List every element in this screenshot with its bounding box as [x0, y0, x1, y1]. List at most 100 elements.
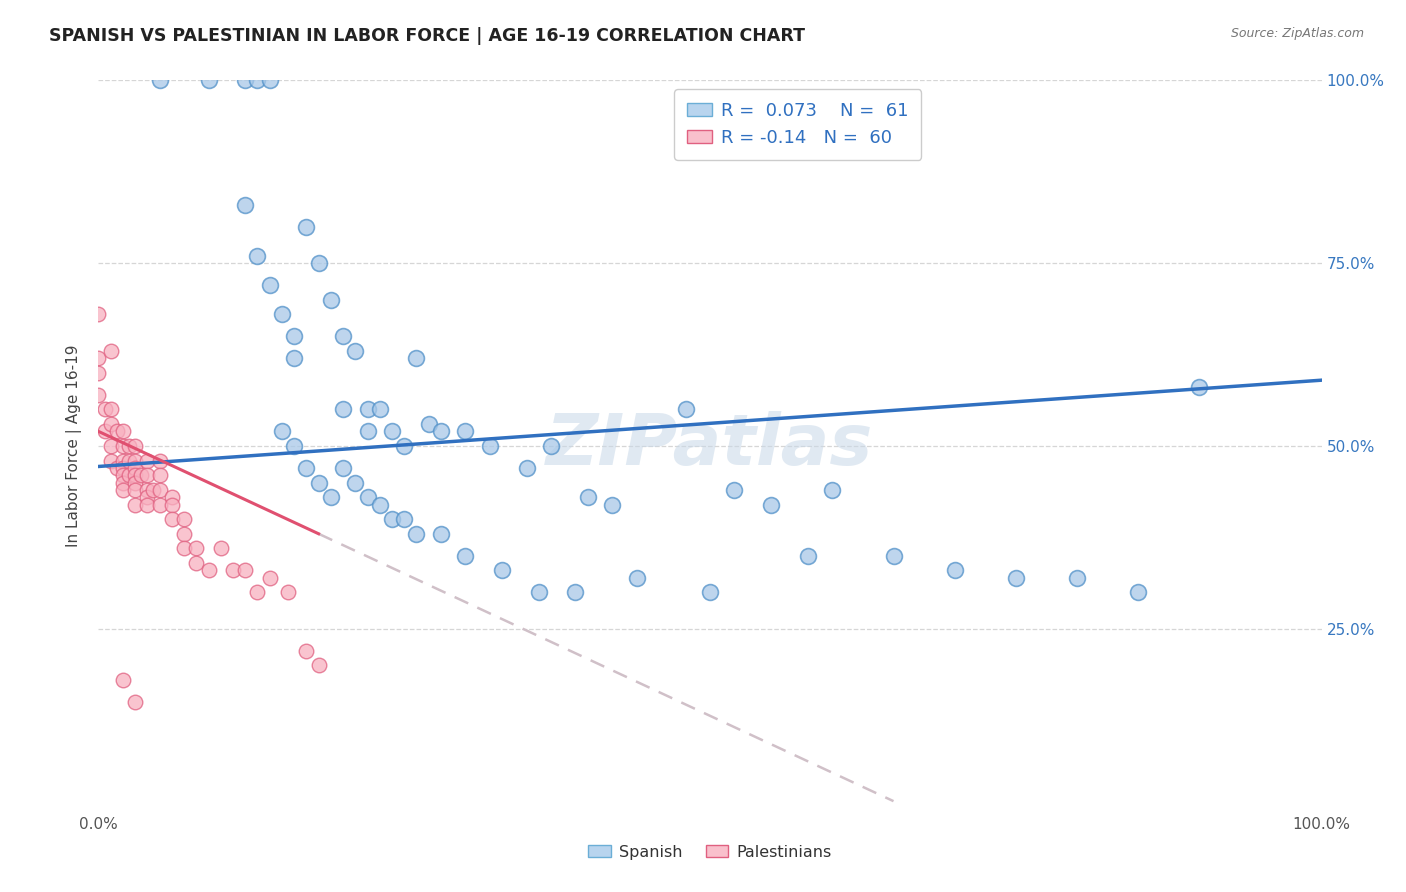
Point	[332, 461, 354, 475]
Point	[124, 475, 146, 490]
Point	[319, 490, 342, 504]
Point	[124, 453, 146, 467]
Point	[246, 73, 269, 87]
Point	[136, 483, 159, 497]
Point	[600, 498, 623, 512]
Point	[105, 461, 128, 475]
Point	[100, 453, 122, 467]
Point	[564, 585, 586, 599]
Point	[111, 461, 134, 475]
Text: SPANISH VS PALESTINIAN IN LABOR FORCE | AGE 16-19 CORRELATION CHART: SPANISH VS PALESTINIAN IN LABOR FORCE | …	[49, 27, 806, 45]
Point	[797, 549, 820, 563]
Point	[259, 73, 281, 87]
Point	[93, 425, 115, 439]
Point	[308, 658, 330, 673]
Point	[699, 585, 721, 599]
Point	[540, 439, 562, 453]
Point	[332, 402, 354, 417]
Point	[332, 329, 354, 343]
Point	[118, 439, 141, 453]
Point	[87, 388, 110, 402]
Point	[173, 541, 195, 556]
Point	[430, 526, 453, 541]
Point	[270, 425, 294, 439]
Point	[149, 73, 172, 87]
Point	[1066, 571, 1088, 585]
Point	[105, 425, 128, 439]
Point	[295, 219, 318, 234]
Point	[270, 307, 294, 321]
Point	[277, 585, 299, 599]
Point	[87, 366, 110, 380]
Point	[136, 453, 159, 467]
Point	[1188, 380, 1211, 394]
Y-axis label: In Labor Force | Age 16-19: In Labor Force | Age 16-19	[66, 344, 83, 548]
Point	[111, 468, 134, 483]
Point	[356, 425, 378, 439]
Point	[111, 475, 134, 490]
Point	[233, 197, 256, 211]
Point	[283, 329, 305, 343]
Point	[943, 563, 966, 577]
Point	[100, 402, 122, 417]
Point	[233, 563, 256, 577]
Point	[356, 402, 378, 417]
Point	[173, 526, 195, 541]
Point	[344, 475, 367, 490]
Point	[186, 556, 208, 570]
Point	[118, 453, 141, 467]
Point	[283, 439, 305, 453]
Point	[197, 563, 219, 577]
Point	[821, 483, 844, 497]
Point	[515, 461, 537, 475]
Point	[124, 695, 146, 709]
Point	[319, 293, 342, 307]
Point	[124, 461, 146, 475]
Point	[233, 73, 256, 87]
Point	[111, 483, 134, 497]
Point	[295, 644, 318, 658]
Point	[368, 498, 391, 512]
Point	[576, 490, 599, 504]
Point	[149, 468, 172, 483]
Point	[1004, 571, 1026, 585]
Point	[142, 483, 165, 497]
Point	[160, 512, 183, 526]
Point	[675, 402, 697, 417]
Point	[308, 256, 330, 270]
Point	[149, 453, 172, 467]
Point	[405, 526, 427, 541]
Point	[259, 571, 281, 585]
Point	[100, 439, 122, 453]
Point	[197, 73, 219, 87]
Point	[295, 461, 318, 475]
Text: Source: ZipAtlas.com: Source: ZipAtlas.com	[1230, 27, 1364, 40]
Point	[111, 453, 134, 467]
Point	[124, 483, 146, 497]
Point	[160, 498, 183, 512]
Point	[222, 563, 245, 577]
Point	[186, 541, 208, 556]
Point	[454, 549, 477, 563]
Point	[136, 498, 159, 512]
Point	[430, 425, 453, 439]
Point	[454, 425, 477, 439]
Point	[111, 439, 134, 453]
Point	[136, 468, 159, 483]
Point	[118, 468, 141, 483]
Point	[124, 498, 146, 512]
Point	[392, 439, 416, 453]
Point	[124, 439, 146, 453]
Point	[381, 425, 404, 439]
Point	[527, 585, 550, 599]
Point	[136, 490, 159, 504]
Point	[761, 498, 783, 512]
Point	[259, 278, 281, 293]
Point	[392, 512, 416, 526]
Point	[129, 468, 152, 483]
Point	[100, 343, 122, 358]
Point	[173, 512, 195, 526]
Point	[478, 439, 501, 453]
Point	[111, 673, 134, 687]
Point	[100, 417, 122, 431]
